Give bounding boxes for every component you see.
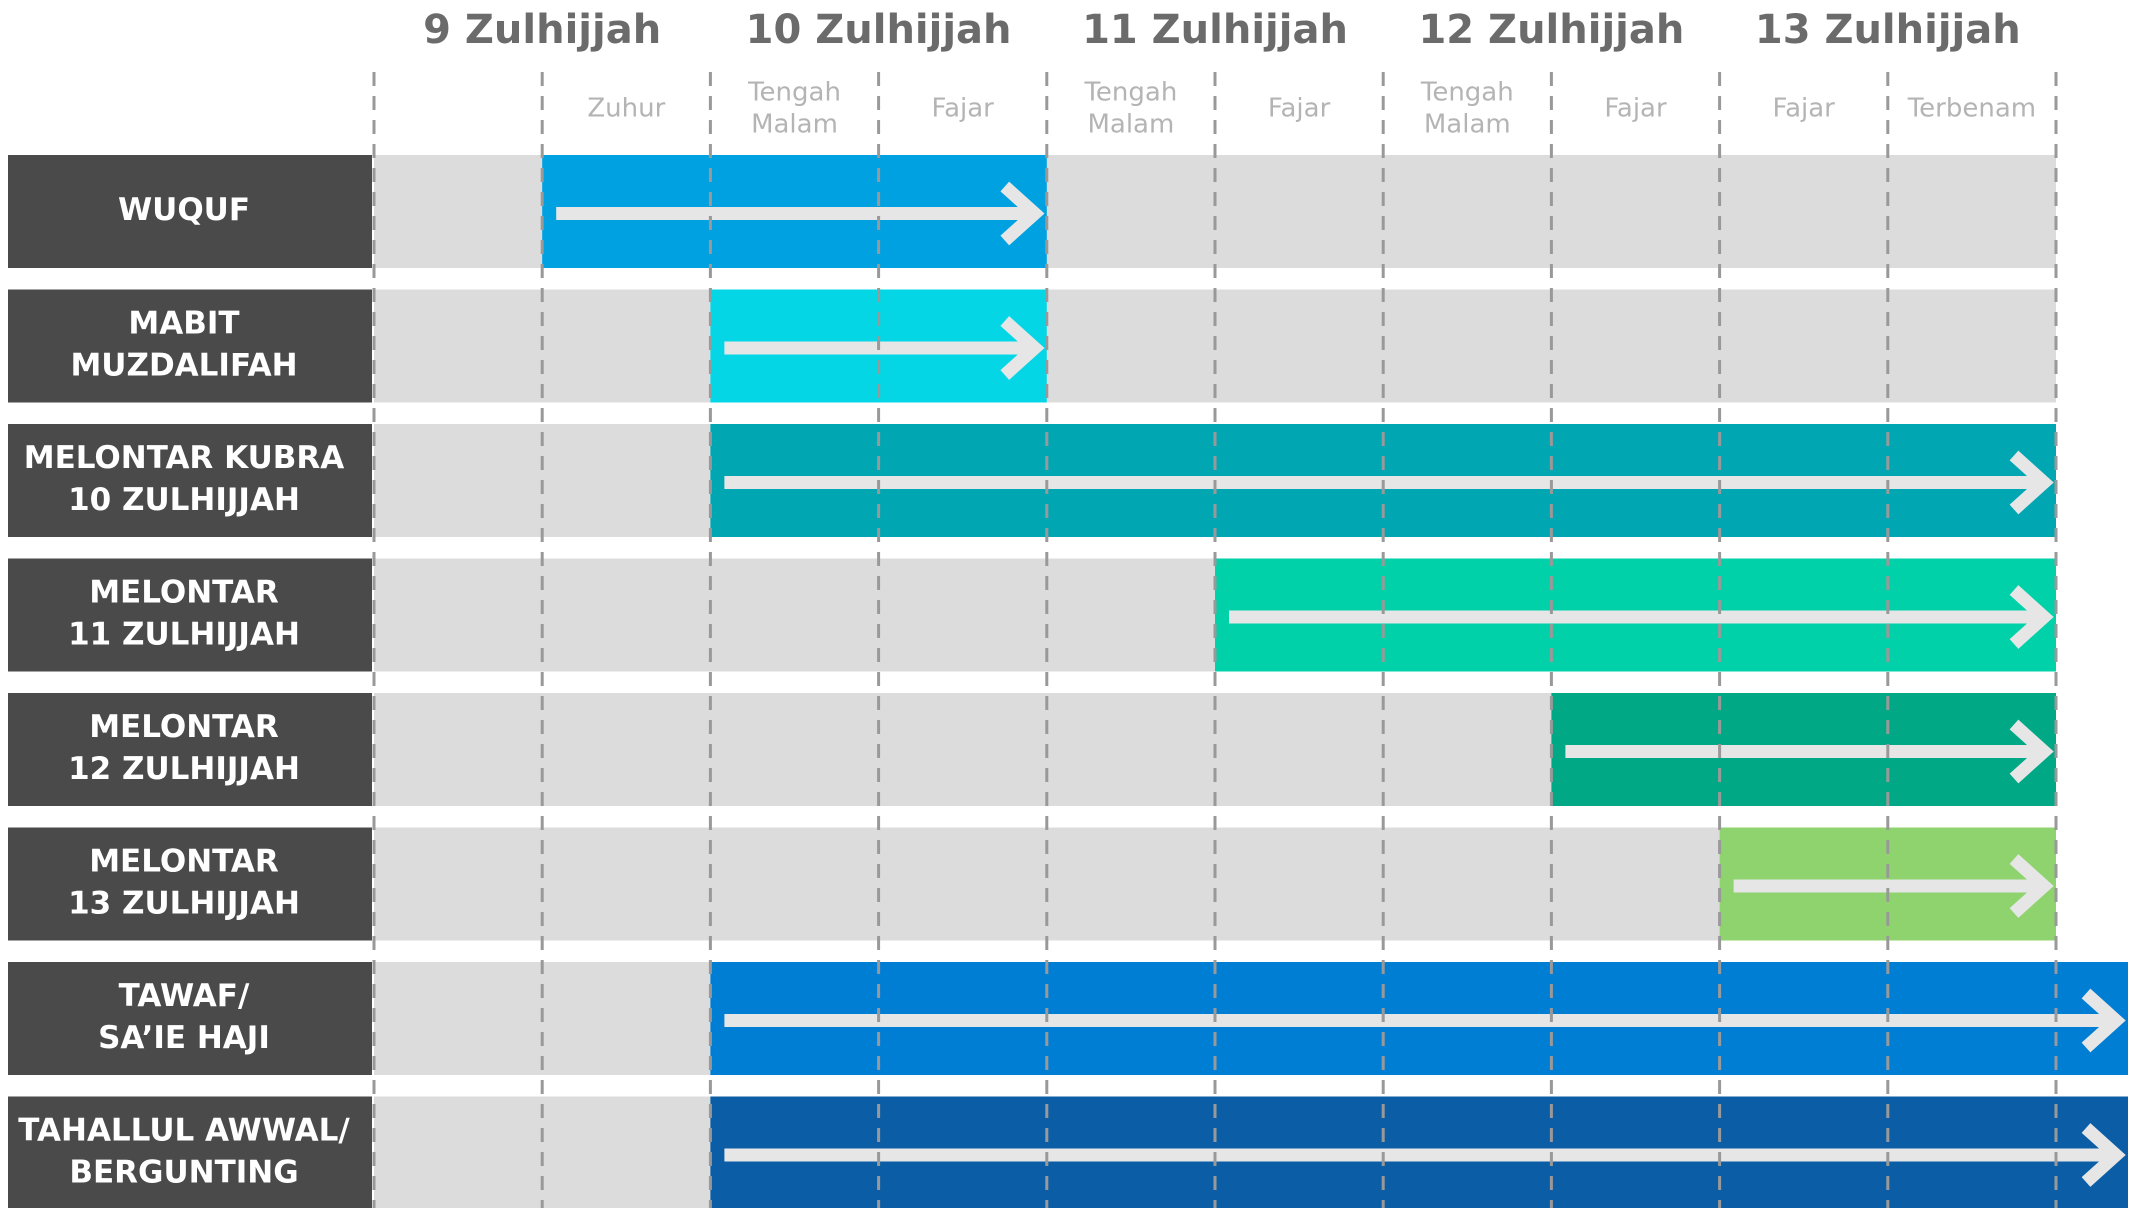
row-label: BERGUNTING xyxy=(69,1155,298,1191)
row-label: TAWAF/ xyxy=(119,978,250,1014)
row-label: MELONTAR xyxy=(89,844,279,880)
row-label-box xyxy=(8,424,372,537)
row-label: MABIT xyxy=(128,306,239,342)
slot-label: Zuhur xyxy=(587,94,665,124)
row-label: TAHALLUL AWWAL/ xyxy=(18,1113,350,1149)
slot-label: Fajar xyxy=(1604,94,1667,124)
arrow-head xyxy=(2081,988,2126,1053)
day-header: 9 Zulhijjah xyxy=(423,7,661,53)
row-label-box xyxy=(8,289,372,403)
row-label: WUQUF xyxy=(118,192,250,228)
day-header: 11 Zulhijjah xyxy=(1082,7,1348,53)
day-header: 12 Zulhijjah xyxy=(1418,7,1684,53)
slot-label: Fajar xyxy=(1773,94,1836,124)
row-label: 12 ZULHIJJAH xyxy=(68,751,300,787)
row-label: 11 ZULHIJJAH xyxy=(68,617,300,653)
row-label: MELONTAR KUBRA xyxy=(24,440,345,476)
row-label: SA’IE HAJI xyxy=(98,1020,270,1056)
arrow-head xyxy=(2009,585,2054,649)
slot-label: Malam xyxy=(1424,110,1511,140)
slot-label: Malam xyxy=(1087,110,1174,140)
row-label-box xyxy=(8,558,372,672)
row-label: MUZDALIFAH xyxy=(70,348,297,384)
row-label-box xyxy=(8,155,372,268)
row-label-box xyxy=(8,1096,372,1208)
row-label: 10 ZULHIJJAH xyxy=(68,482,300,518)
day-header: 10 Zulhijjah xyxy=(746,7,1012,53)
slot-label: Fajar xyxy=(932,94,995,124)
row-label-box xyxy=(8,962,372,1075)
slot-label: Tengah xyxy=(747,78,841,108)
row-label-box xyxy=(8,693,372,806)
row-label: MELONTAR xyxy=(89,709,279,745)
arrow-head xyxy=(2009,719,2054,784)
row-label: 13 ZULHIJJAH xyxy=(68,886,300,922)
row-label-box xyxy=(8,827,372,941)
slot-label: Malam xyxy=(751,110,838,140)
day-header: 13 Zulhijjah xyxy=(1755,7,2021,53)
arrow-head xyxy=(1000,316,1045,380)
row-label: MELONTAR xyxy=(89,575,279,611)
arrow-head xyxy=(2081,1123,2126,1187)
arrow-head xyxy=(1000,181,1045,246)
slot-label: Fajar xyxy=(1268,94,1331,124)
arrow-head xyxy=(2009,450,2054,515)
arrow-head xyxy=(2009,854,2054,918)
slot-label: Tengah xyxy=(1420,78,1514,108)
slot-label: Terbenam xyxy=(1907,94,2036,124)
slot-label: Tengah xyxy=(1083,78,1177,108)
